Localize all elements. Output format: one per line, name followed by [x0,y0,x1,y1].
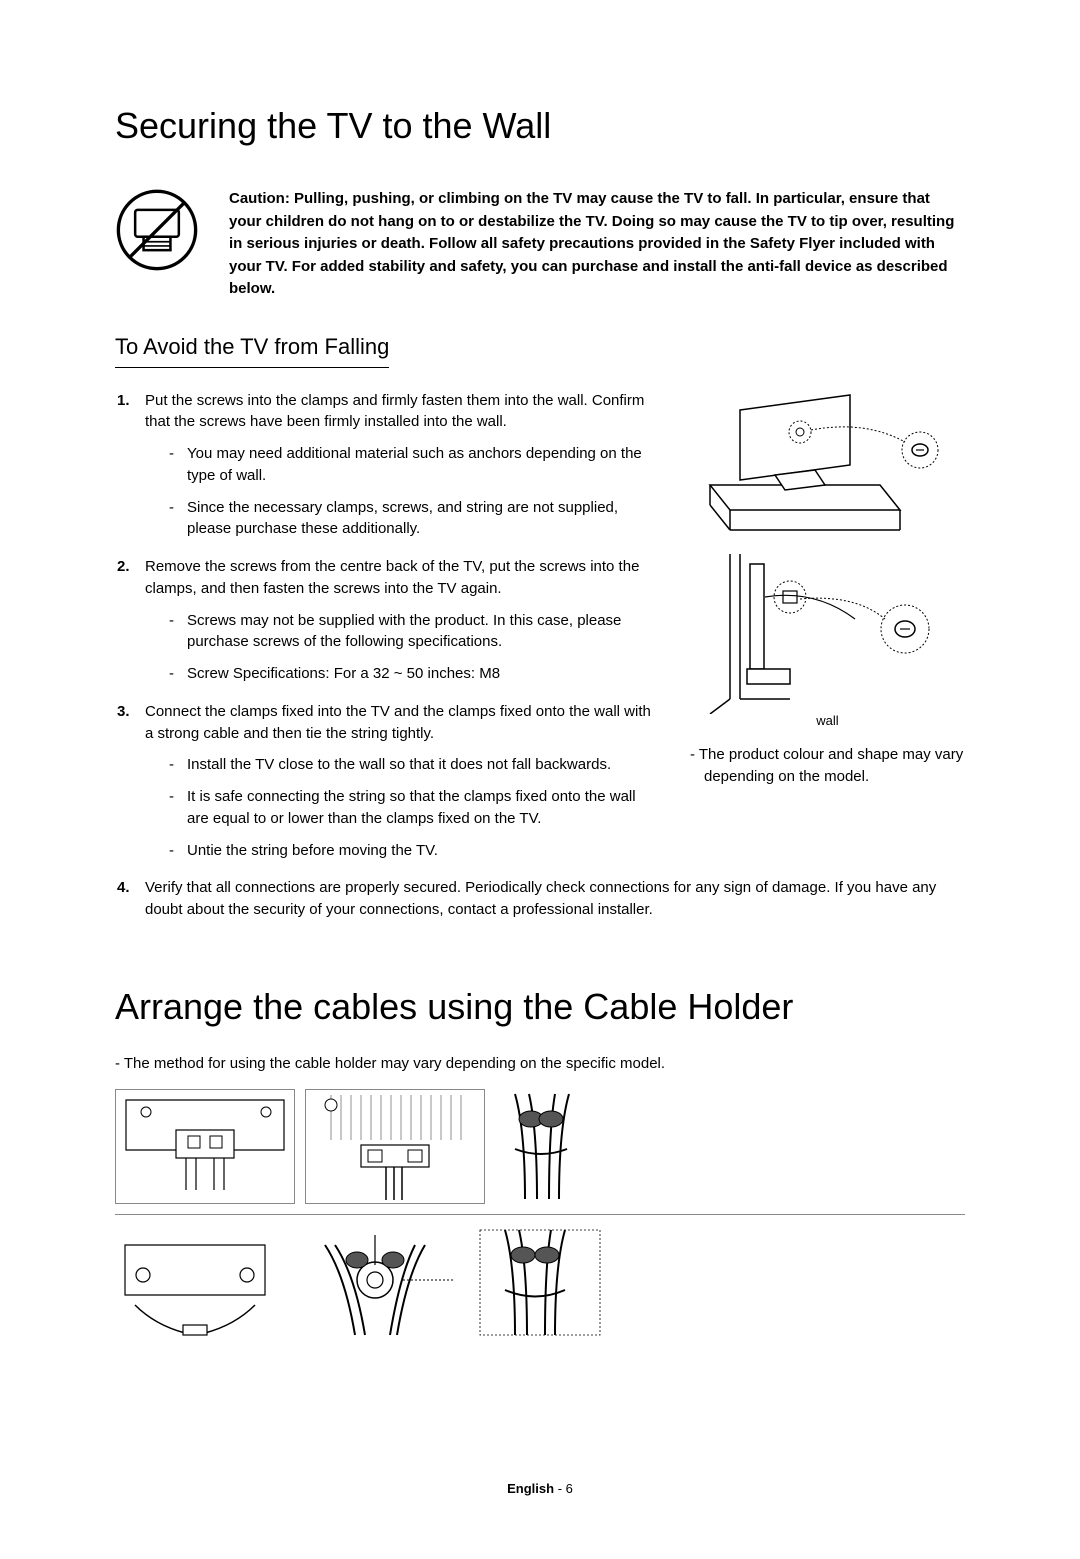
instruction-sub: Untie the string before moving the TV. [169,840,660,862]
instruction-sub: Screw Specifications: For a 32 ~ 50 inch… [169,663,660,685]
instruction-step: Remove the screws from the centre back o… [115,556,660,685]
instruction-sub: Install the TV close to the wall so that… [169,754,660,776]
instruction-text: Connect the clamps fixed into the TV and… [145,703,651,742]
instruction-step: Put the screws into the clamps and firml… [115,390,660,541]
cable-fig-2 [305,1089,485,1204]
instruction-step: Connect the clamps fixed into the TV and… [115,701,660,862]
instruction-text: Remove the screws from the centre back o… [145,558,639,597]
instructions-column: Put the screws into the clamps and firml… [115,390,660,878]
figure-tv-to-wall [695,549,965,714]
caution-text: Caution: Pulling, pushing, or climbing o… [229,188,965,301]
instruction-sub: Since the necessary clamps, screws, and … [169,497,660,541]
cable-fig-3 [495,1089,595,1204]
cable-fig-6 [475,1225,605,1340]
cable-fig-1 [115,1089,295,1204]
cable-figures-row-1 [115,1089,965,1204]
caution-block: Caution: Pulling, pushing, or climbing o… [115,188,965,301]
figure-wall-label: wall [690,712,965,731]
product-colour-note: - The product colour and shape may vary … [690,744,965,788]
page-footer: English - 6 [115,1480,965,1499]
instruction-sub: It is safe connecting the string so that… [169,786,660,830]
instruction-text: Verify that all connections are properly… [145,879,936,918]
no-climb-tv-icon [115,188,199,279]
cable-fig-4 [115,1225,275,1340]
cable-fig-5 [285,1225,465,1340]
instruction-step: Verify that all connections are properly… [115,877,965,921]
figure-tv-on-stand [695,390,965,535]
cable-holder-note: - The method for using the cable holder … [115,1053,965,1075]
instruction-sub: Screws may not be supplied with the prod… [169,610,660,654]
avoid-fall-heading: To Avoid the TV from Falling [115,331,389,368]
cable-holder-heading: Arrange the cables using the Cable Holde… [115,981,965,1033]
figures-column: wall - The product colour and shape may … [690,390,965,788]
instruction-text: Put the screws into the clamps and firml… [145,392,644,431]
instruction-sub: You may need additional material such as… [169,443,660,487]
cable-figures-row-2 [115,1214,965,1340]
page-title: Securing the TV to the Wall [115,100,965,152]
